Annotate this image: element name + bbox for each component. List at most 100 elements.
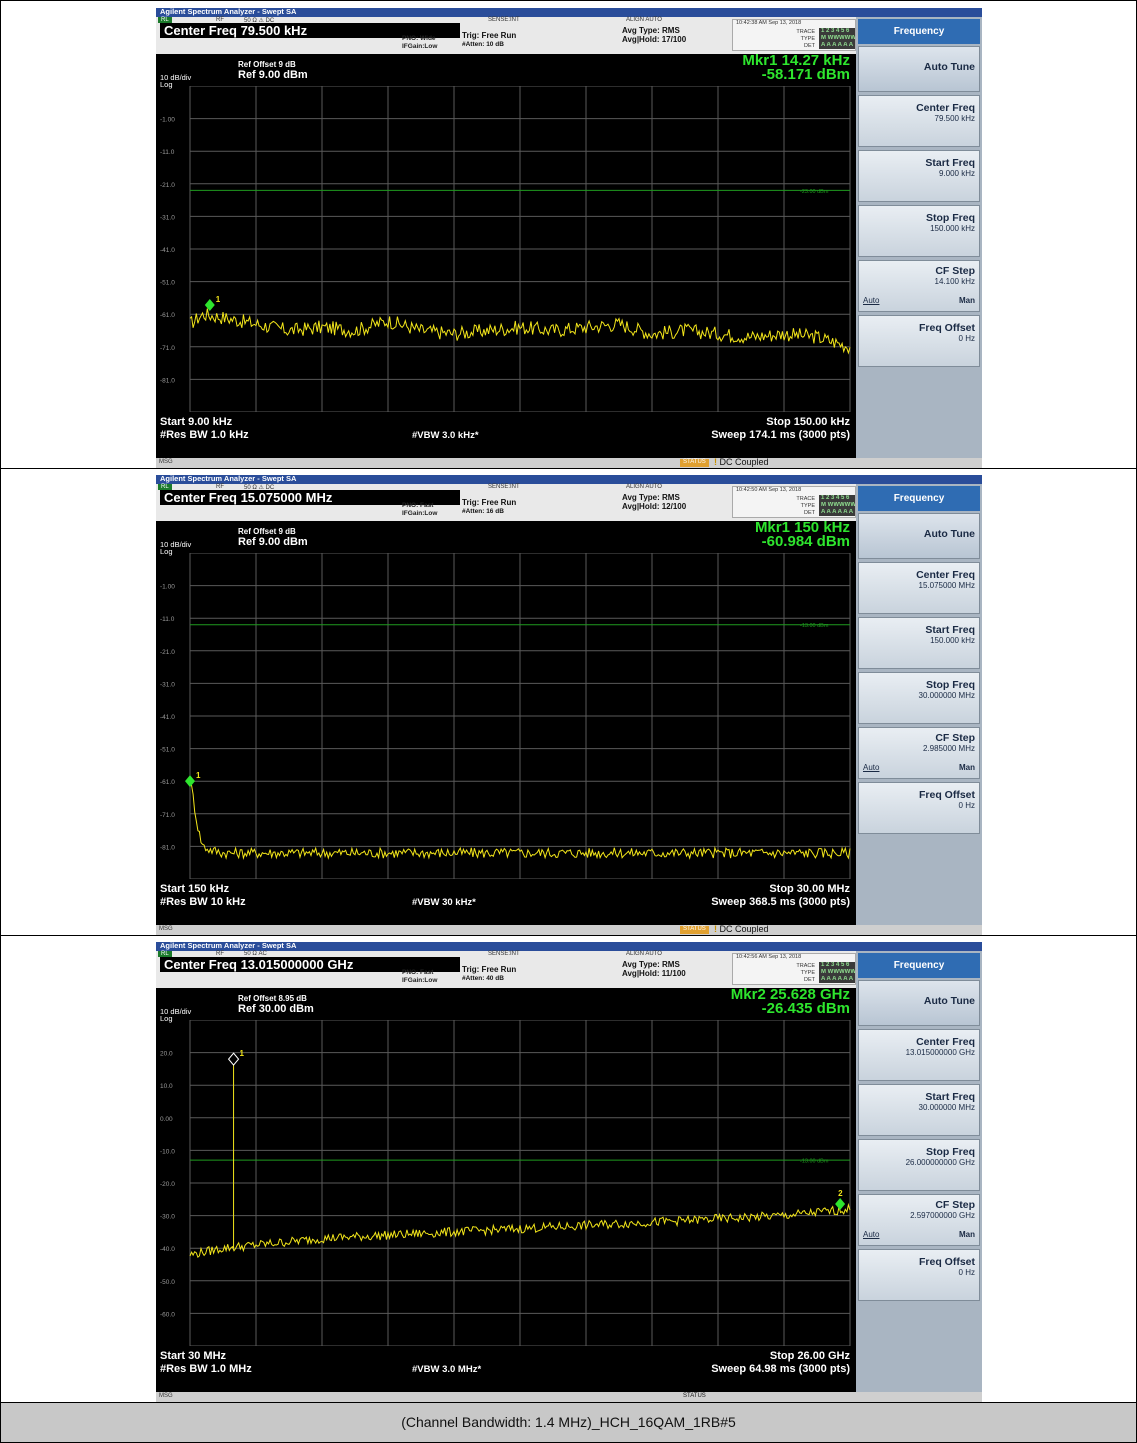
figure-caption: (Channel Bandwidth: 1.4 MHz)_HCH_16QAM_1… [1, 1403, 1136, 1442]
stop-freq-softkey[interactable]: Stop Freq 30.000000 MHz [858, 672, 980, 724]
softkey-menu-title[interactable]: Frequency [858, 953, 980, 978]
frequency-softkey-panel: Frequency Auto Tune Center Freq 15.07500… [856, 484, 982, 925]
trace-value: 1 2 3 4 5 6 [819, 962, 855, 969]
avg-type: Avg Type: RMS [622, 26, 680, 35]
freq-offset-softkey[interactable]: Freq Offset 0 Hz [858, 315, 980, 367]
msg-label: MSG [159, 926, 173, 932]
cf-step-auto[interactable]: Auto [863, 1230, 880, 1239]
dc-coupled-label: DC Coupled [719, 924, 769, 934]
window-title-bar: Agilent Spectrum Analyzer - Swept SA [156, 475, 982, 484]
marker-freq: Mkr1 14.27 kHz [742, 52, 850, 69]
pno-label: PNO: Wide [402, 35, 436, 42]
center-freq-softkey[interactable]: Center Freq 15.075000 MHz [858, 562, 980, 614]
rl-indicator: RL [158, 17, 172, 23]
cf-step-man[interactable]: Man [959, 296, 975, 305]
measurement-info-bar: RL RF 50 Ω ⚠ DC SENSE:INT ALIGN AUTO Cen… [156, 17, 856, 54]
db-per-div: 10 dB/div [160, 1007, 192, 1016]
cf-step-man[interactable]: Man [959, 763, 975, 772]
status-label: STATUS [680, 459, 709, 467]
window-title: Agilent Spectrum Analyzer - Swept SA [160, 942, 297, 950]
center-freq-readout: Center Freq 13.015000000 GHz [160, 957, 460, 972]
start-freq-title: Start Freq [925, 624, 975, 636]
vbw-label: #VBW 30 kHz* [412, 897, 476, 908]
stop-freq-label: Stop 150.00 kHz [766, 416, 850, 428]
measurement-info-bar: RL RF 50 Ω ⚠ DC SENSE:INT ALIGN AUTO Cen… [156, 484, 856, 521]
center-freq-softkey[interactable]: Center Freq 13.015000000 GHz [858, 1029, 980, 1081]
center-freq-title: Center Freq [916, 569, 975, 581]
timestamp: 10:42:50 AM Sep 13, 2018 [736, 487, 802, 493]
marker-readout: Mkr1 14.27 kHz -58.171 dBm [742, 52, 850, 83]
ref-level: Ref 9.00 dBm [238, 69, 308, 81]
avg-info: Avg Type: RMS Avg|Hold: 12/100 [622, 493, 686, 511]
sense-indicator: SENSE:INT [488, 951, 520, 957]
marker-freq: Mkr1 150 kHz [754, 519, 850, 536]
cf-step-man[interactable]: Man [959, 1230, 975, 1239]
res-bw-label: #Res BW 1.0 MHz [160, 1363, 252, 1375]
measurement-screen: Mkr2 25.628 GHz -26.435 dBm Ref Offset 8… [156, 987, 856, 1392]
limit-line-label: -13.00 dBm [800, 1159, 829, 1165]
ifgain-label: IFGain:Low [402, 43, 438, 50]
stop-freq-title: Stop Freq [926, 1146, 975, 1158]
msg-label: MSG [159, 459, 173, 465]
log-label: Log [160, 80, 173, 89]
center-freq-softkey[interactable]: Center Freq 79.500 kHz [858, 95, 980, 147]
freq-offset-value: 0 Hz [958, 801, 975, 810]
marker-1-icon [227, 1052, 240, 1066]
start-freq-title: Start Freq [925, 1091, 975, 1103]
auto-tune-label: Auto Tune [923, 995, 975, 1007]
cf-step-softkey[interactable]: CF Step 2.985000 MHz Auto Man [858, 727, 980, 779]
stop-freq-softkey[interactable]: Stop Freq 150.000 kHz [858, 205, 980, 257]
cf-step-auto[interactable]: Auto [863, 296, 880, 305]
center-freq-readout: Center Freq 79.500 kHz [160, 23, 460, 38]
spectrum-analyzer-screenshot: Agilent Spectrum Analyzer - Swept SA RL … [156, 8, 982, 468]
softkey-menu-title[interactable]: Frequency [858, 486, 980, 511]
input-indicator: 50 Ω ⚠ DC [244, 18, 275, 24]
status-label: STATUS [680, 926, 709, 934]
indicator-row: RL RF 50 Ω ⚠ DC SENSE:INT ALIGN AUTO [156, 17, 856, 25]
y-tick-label: -71.0 [160, 345, 175, 352]
freq-offset-value: 0 Hz [958, 334, 975, 343]
stop-freq-value: 26.000000000 GHz [905, 1158, 975, 1167]
measurement-info-bar: RL RF 50 Ω AC SENSE:INT ALIGN AUTO Cente… [156, 951, 856, 988]
auto-tune-softkey[interactable]: Auto Tune [858, 513, 980, 559]
marker-level: -58.171 dBm [761, 66, 850, 83]
trig-label: Trig: Free Run [462, 498, 517, 507]
trace-line [189, 1202, 851, 1259]
measurement-screen: Mkr1 150 kHz -60.984 dBm Ref Offset 9 dB… [156, 519, 856, 925]
ref-level: Ref 9.00 dBm [238, 536, 308, 548]
start-freq-title: Start Freq [925, 157, 975, 169]
dc-coupled-status: ! DC Coupled [714, 457, 769, 467]
trace-status-box: 10:42:38 AM Sep 13, 2018 TRACE 1 2 3 4 5… [732, 19, 856, 51]
ref-offset: Ref Offset 8.95 dB [238, 994, 307, 1003]
msg-label: MSG [159, 1393, 173, 1399]
ifgain-label: IFGain:Low [402, 977, 438, 984]
y-tick-label: 0.00 [160, 1116, 173, 1123]
center-freq-value: 15.075000 MHz [918, 581, 975, 590]
vbw-label: #VBW 3.0 MHz* [412, 1364, 482, 1375]
start-freq-softkey[interactable]: Start Freq 9.000 kHz [858, 150, 980, 202]
freq-offset-softkey[interactable]: Freq Offset 0 Hz [858, 1249, 980, 1301]
db-per-div: 10 dB/div [160, 540, 192, 549]
start-freq-softkey[interactable]: Start Freq 30.000000 MHz [858, 1084, 980, 1136]
softkey-menu-title[interactable]: Frequency [858, 19, 980, 44]
auto-tune-softkey[interactable]: Auto Tune [858, 46, 980, 92]
start-freq-softkey[interactable]: Start Freq 150.000 kHz [858, 617, 980, 669]
avg-type: Avg Type: RMS [622, 493, 680, 502]
log-label: Log [160, 1014, 173, 1023]
res-bw-label: #Res BW 10 kHz [160, 896, 246, 908]
window-title: Agilent Spectrum Analyzer - Swept SA [160, 8, 297, 16]
rl-indicator: RL [158, 951, 172, 957]
spectrum-plot: -1.00 -11.0 -21.0 -31.0 -41.0 -51.0 -61.0 -71.0… [156, 553, 856, 879]
trigger-info: Trig: Free Run #Atten: 16 dB [462, 498, 516, 516]
pno-label: PNO: Fast [402, 969, 434, 976]
cf-step-softkey[interactable]: CF Step 2.597000000 GHz Auto Man [858, 1194, 980, 1246]
sense-indicator: SENSE:INT [488, 17, 520, 23]
freq-offset-softkey[interactable]: Freq Offset 0 Hz [858, 782, 980, 834]
cf-step-softkey[interactable]: CF Step 14.100 kHz Auto Man [858, 260, 980, 312]
trace-status-box: 10:42:56 AM Sep 13, 2018 TRACE 1 2 3 4 5… [732, 953, 856, 985]
cf-step-auto[interactable]: Auto [863, 763, 880, 772]
stop-freq-softkey[interactable]: Stop Freq 26.000000000 GHz [858, 1139, 980, 1191]
y-tick-label: -31.0 [160, 681, 175, 688]
avg-info: Avg Type: RMS Avg|Hold: 17/100 [622, 26, 686, 44]
auto-tune-softkey[interactable]: Auto Tune [858, 980, 980, 1026]
